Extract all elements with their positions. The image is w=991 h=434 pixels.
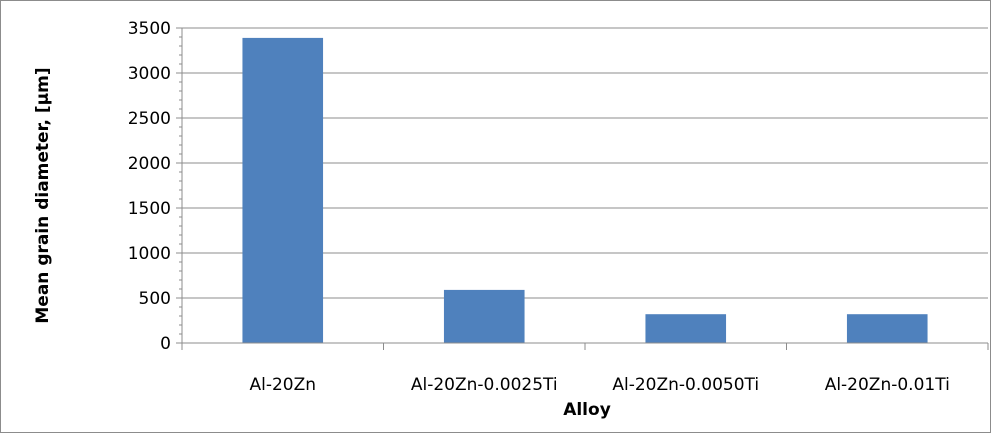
bars (242, 37, 928, 344)
y-tick-label: 3000 (128, 64, 171, 84)
bar (645, 314, 727, 343)
x-tick-label: Al-20Zn-0.0025Ti (411, 375, 558, 395)
x-tick-label: Al-20Zn (249, 375, 316, 395)
x-tick-label: Al-20Zn-0.01Ti (825, 375, 950, 395)
y-tick-label: 500 (139, 289, 171, 309)
y-tick-label: 1000 (128, 244, 171, 264)
x-tick-label: Al-20Zn-0.0050Ti (612, 375, 759, 395)
y-tick-label: 0 (160, 334, 171, 354)
y-axis-title: Mean grain diameter, [µm] (33, 67, 53, 323)
x-tick-marks (181, 343, 989, 350)
x-tick-labels: Al-20Zn Al-20Zn-0.0025Ti Al-20Zn-0.0050Ti A… (249, 375, 949, 395)
bar (242, 37, 324, 344)
y-tick-label: 3500 (128, 19, 171, 39)
y-tick-labels: 0 500 1000 1500 2000 2500 3000 3500 (128, 19, 171, 354)
y-tick-label: 1500 (128, 199, 171, 219)
bar (443, 289, 525, 343)
bar (846, 314, 928, 343)
y-tick-label: 2000 (128, 154, 171, 174)
y-tick-label: 2500 (128, 109, 171, 129)
x-axis-title: Alloy (563, 400, 611, 420)
